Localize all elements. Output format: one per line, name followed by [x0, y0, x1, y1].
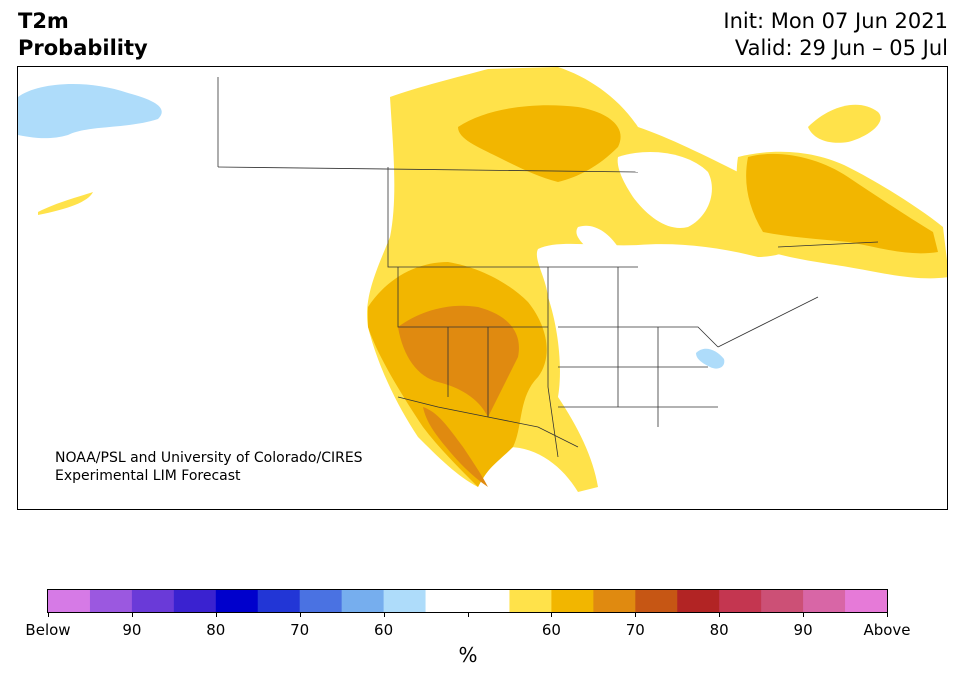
colorbar-swatch: [215, 590, 259, 612]
colorbar-tick-label: Above: [863, 621, 911, 639]
colorbar-tick: [467, 612, 469, 617]
colorbar-swatch: [509, 590, 552, 612]
credit-line1: NOAA/PSL and University of Colorado/CIRE…: [55, 450, 363, 466]
init-date: Init: Mon 07 Jun 2021: [723, 9, 948, 33]
colorbar-tick: [131, 612, 133, 617]
colorbar-tick-label: 80: [709, 621, 729, 639]
colorbar-swatch: [551, 590, 594, 612]
colorbar-tick: [299, 612, 301, 617]
colorbar-swatch: [467, 590, 510, 612]
colorbar-swatch: [383, 590, 427, 612]
colorbar-tick-label: Below: [25, 621, 71, 639]
colorbar-tick: [887, 612, 888, 617]
colorbar-svg: [48, 590, 887, 612]
title-type: Probability: [18, 36, 148, 60]
colorbar-tick: [215, 612, 217, 617]
colorbar-tick: [48, 612, 49, 617]
title-variable: T2m: [18, 9, 69, 33]
baja-above80-region: [423, 407, 488, 487]
colorbar-swatch: [257, 590, 301, 612]
ohio-below-region: [696, 348, 725, 369]
hudson-bay: [617, 152, 712, 228]
colorbar-swatch: [425, 590, 468, 612]
colorbar-swatch: [761, 590, 804, 612]
colorbar-tick: [635, 612, 637, 617]
colorbar-swatch: [299, 590, 343, 612]
colorbar-tick-label: 70: [290, 621, 310, 639]
colorbar-swatch: [719, 590, 762, 612]
colorbar-swatch: [635, 590, 678, 612]
southwest-above80-region: [398, 305, 519, 417]
alaska-below-region: [18, 83, 162, 139]
colorbar-tick: [719, 612, 721, 617]
probability-map: [17, 66, 948, 510]
hudson-above70-region: [458, 105, 621, 182]
arctic-above60-region: [808, 104, 881, 143]
credit-text: NOAA/PSL and University of Colorado/CIRE…: [55, 449, 363, 485]
colorbar-tick-label: 80: [206, 621, 226, 639]
colorbar-swatch: [89, 590, 133, 612]
colorbar-swatch: [593, 590, 636, 612]
colorbar-swatch: [173, 590, 217, 612]
colorbar-tick-label: 60: [374, 621, 394, 639]
colorbar-swatch: [803, 590, 846, 612]
colorbar-tick-label: 60: [541, 621, 561, 639]
labrador-above70-region: [746, 153, 938, 254]
colorbar-swatch: [131, 590, 175, 612]
valid-date: Valid: 29 Jun – 05 Jul: [734, 36, 948, 60]
colorbar: [47, 589, 888, 613]
colorbar-unit: %: [458, 643, 478, 667]
colorbar-tick-label: 90: [793, 621, 813, 639]
colorbar-tick: [383, 612, 385, 617]
map-svg: [18, 67, 947, 492]
colorbar-tick-label: 70: [625, 621, 645, 639]
colorbar-tick: [803, 612, 805, 617]
colorbar-swatch: [48, 590, 91, 612]
forecast-dates: Init: Mon 07 Jun 2021 Valid: 29 Jun – 05…: [723, 8, 948, 62]
alaska-above-region: [38, 192, 93, 215]
great-lakes: [576, 225, 618, 254]
credit-line2: Experimental LIM Forecast: [55, 468, 241, 484]
colorbar-tick-label: 90: [122, 621, 142, 639]
colorbar-swatch: [845, 590, 887, 612]
political-borders: [217, 77, 879, 458]
colorbar-tick: [551, 612, 553, 617]
colorbar-swatch: [677, 590, 720, 612]
chart-title: T2m Probability: [18, 8, 148, 62]
colorbar-swatch: [341, 590, 385, 612]
